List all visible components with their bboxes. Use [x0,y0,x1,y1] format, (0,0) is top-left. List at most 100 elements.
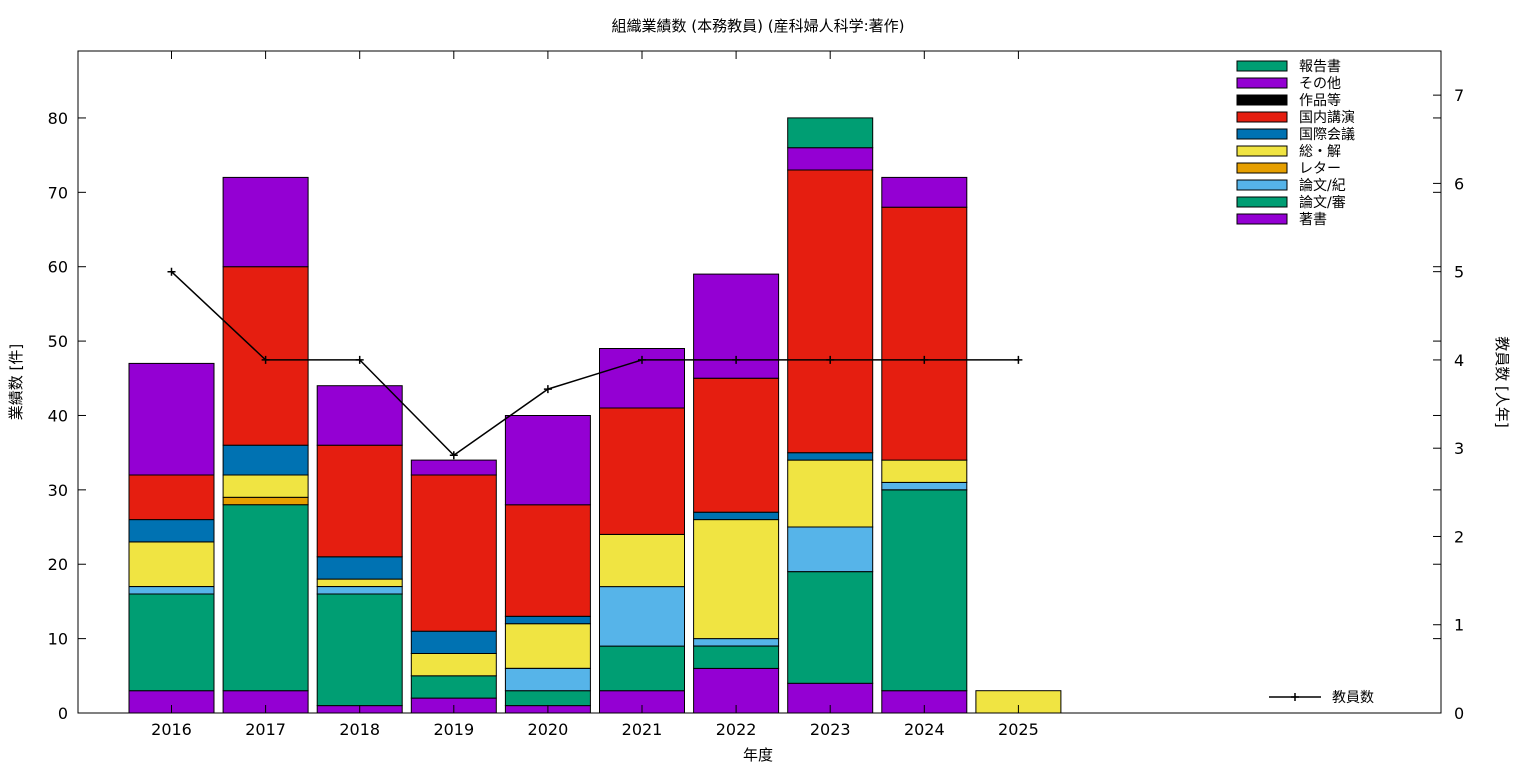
legend-swatch-7 [1236,179,1288,191]
legend-swatch-8 [1236,196,1288,208]
bar-segment-2021-s6 [599,407,685,535]
bar-segment-2021-s4 [599,534,685,588]
legend-swatch-1 [1236,77,1288,89]
legend-swatch-9 [1236,213,1288,225]
y2-tick-label: 7 [1454,86,1464,105]
legend-swatch-3 [1236,111,1288,123]
bar-segment-2023-s8 [787,147,874,171]
bar-segment-2020-s4 [504,623,591,669]
bar-segment-2024-s6 [881,206,968,461]
bar-segment-2020-s6 [504,504,591,617]
bar-segment-2018-s8 [316,385,403,446]
teacher-count-point-2022 [732,355,741,364]
bar-segment-2021-s1 [599,645,685,692]
bar-segment-2022-s5 [693,511,780,521]
y-tick-label: 40 [48,406,68,425]
bar-segment-2019-s6 [410,474,497,632]
bar-segment-2018-s6 [316,444,403,558]
legend-label-2: 作品等 [1299,92,1341,109]
y-tick-label: 70 [48,183,68,202]
teacher-count-point-2018 [355,355,364,364]
bar-segment-2023-s2 [787,526,874,573]
legend-label-3: 国内講演 [1299,110,1355,126]
x-tick-label: 2019 [433,720,474,739]
legend-label-5: 総・解 [1299,144,1341,160]
axes-layer: 0 10 20 30 40 50 60 70 80 0 1 2 3 4 5 6 7 2016 2017 2018 201… [48,50,1464,739]
legend-label-0: 報告書 [1299,59,1341,75]
legend-label-6: レター [1299,161,1341,177]
bar-segment-2016-s5 [128,519,215,543]
bar-segment-2017-s3 [222,496,309,506]
bar-segment-2017-s8 [222,176,309,268]
legend-label-4: 国際会議 [1299,126,1355,143]
bar-segment-2019-s8 [410,459,497,476]
bar-segment-2023-s4 [787,459,874,528]
teacher-count-point-2021 [638,355,646,364]
bar-segment-2024-s1 [881,489,968,692]
x-tick-label: 2017 [245,720,286,739]
line-layer [167,267,1023,460]
bar-segment-2019-s1 [410,675,497,699]
bar-segment-2022-s4 [693,519,780,640]
y-tick-label: 10 [48,630,68,649]
y-axis-label: 業績数 [件] [7,344,25,420]
bar-segment-2018-s1 [316,593,403,707]
bar-segment-2018-s2 [316,586,403,595]
bar-segment-2016-s4 [128,541,215,588]
bar-segment-2019-s5 [410,630,497,655]
bar-segment-2023-s5 [787,452,874,461]
legend-label-line: 教員数 [1332,690,1374,706]
legend-swatch-2 [1236,94,1288,106]
bar-segment-2018-s4 [316,578,403,587]
y-tick-label: 60 [48,258,68,277]
x-tick-label: 2025 [998,720,1039,739]
legend-label-1: その他 [1299,76,1341,92]
bar-segment-2017-s6 [222,266,309,446]
y2-tick-label: 2 [1454,527,1464,546]
bar-segment-2016-s8 [128,362,215,476]
y2-tick-label: 6 [1454,174,1464,193]
legend-swatch-0 [1236,60,1288,72]
bar-segment-2024-s2 [881,481,968,491]
x-tick-label: 2021 [622,720,663,739]
bar-segment-2023-s6 [787,169,874,454]
bar-segment-2020-s2 [504,667,591,692]
bars-layer [128,117,1062,714]
bar-segment-2020-s5 [504,615,591,625]
plot-frame [77,50,1442,714]
y2-tick-label: 1 [1454,616,1464,635]
y2-tick-label: 5 [1454,263,1464,282]
bar-segment-2023-s9 [787,117,874,149]
legend-label-7: 論文/紀 [1299,178,1346,194]
bar-segment-2017-s1 [222,504,309,692]
legend-label-8: 論文/審 [1299,195,1346,211]
bar-segment-2016-s2 [128,586,215,595]
y2-tick-label: 4 [1454,351,1464,370]
legend-swatch-6 [1236,162,1288,174]
y-tick-label: 80 [48,109,68,128]
chart-title: 組織業績数 (本務教員) (産科婦人科学:著作) [612,17,905,35]
y-tick-label: 30 [48,481,68,500]
legend-swatch-4 [1236,128,1288,140]
bar-segment-2022-s2 [693,638,780,647]
teacher-count-point-2019 [449,451,458,460]
bar-segment-2018-s5 [316,556,403,580]
bar-segment-2019-s4 [410,653,497,677]
x-axis-label: 年度 [743,746,773,764]
x-tick-label: 2020 [528,720,569,739]
teacher-count-point-2016 [167,267,176,276]
bar-segment-2021-s2 [599,586,685,647]
bar-segment-2016-s1 [128,593,215,692]
teacher-count-point-2024 [920,355,929,364]
x-tick-label: 2016 [151,720,192,739]
bar-segment-2023-s1 [787,571,874,684]
y2-tick-label: 3 [1454,439,1464,458]
y2-tick-label: 0 [1454,704,1464,723]
bar-segment-2020-s1 [504,690,591,707]
x-tick-label: 2023 [810,720,851,739]
legend-swatch-5 [1236,145,1288,157]
bar-segment-2024-s8 [881,176,968,208]
